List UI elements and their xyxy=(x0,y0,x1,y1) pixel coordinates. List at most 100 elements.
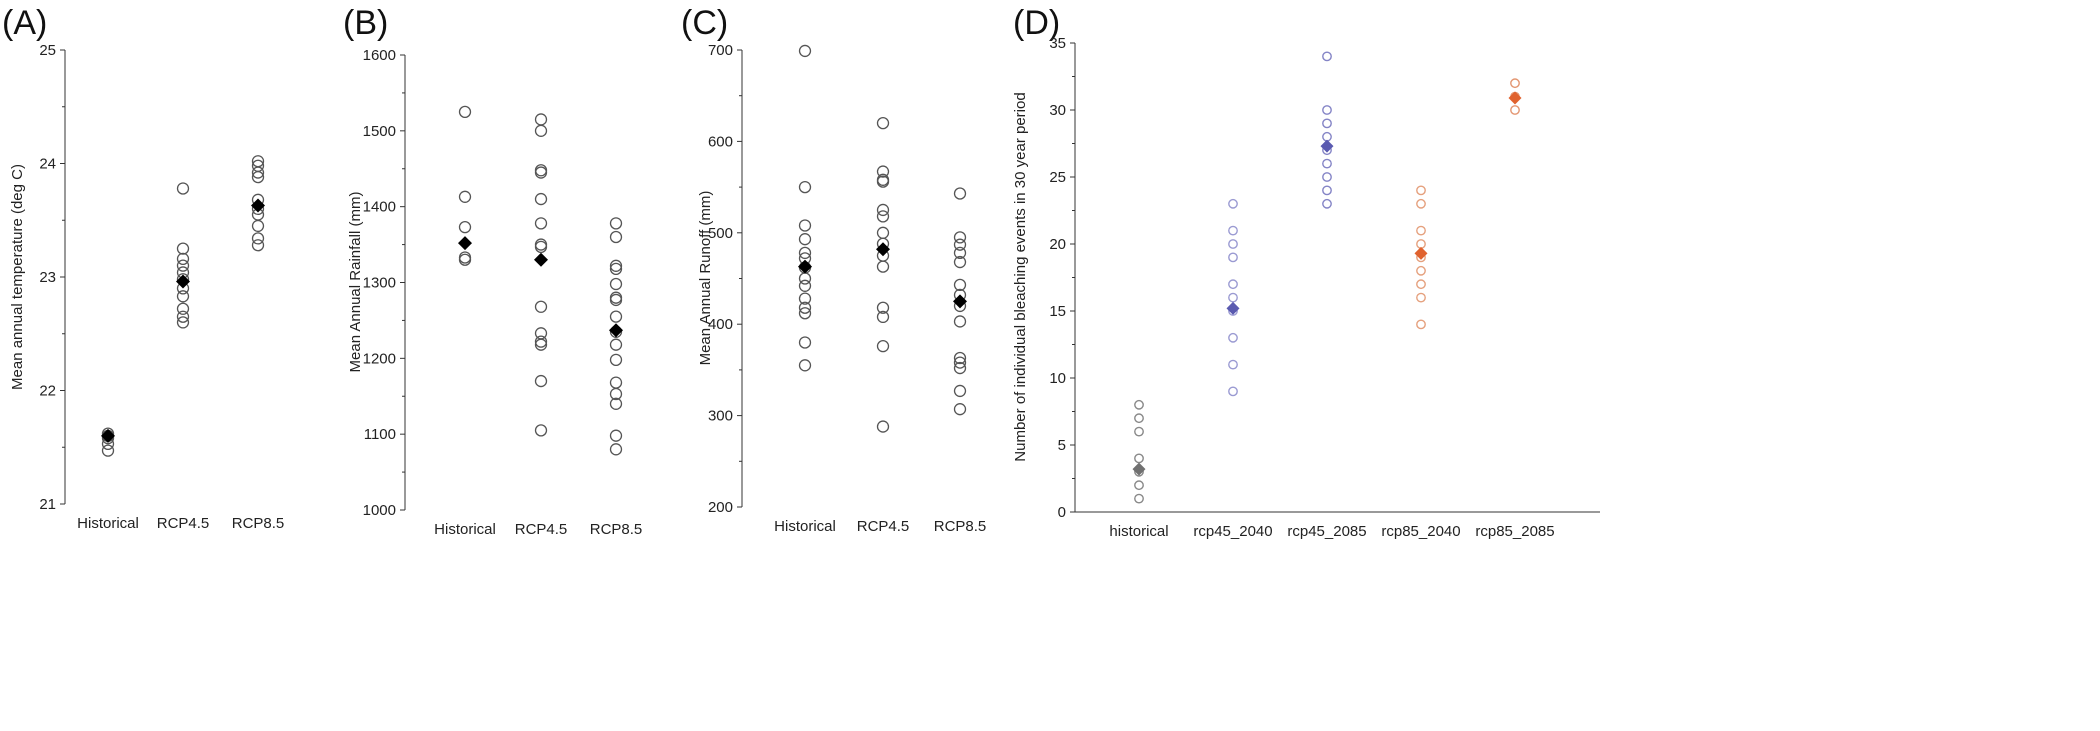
mean-marker xyxy=(1414,246,1428,260)
data-point xyxy=(953,278,967,292)
data-point xyxy=(798,246,812,260)
y-tick-label: 1100 xyxy=(364,426,396,443)
x-category-label: rcp85_2040 xyxy=(1381,523,1460,540)
chart-panel-4: (D) 0 5 10 15 20 25 30 35 Number of individual bl… xyxy=(1012,4,1600,540)
y-axis-label: Mean annual temperature (deg C) xyxy=(9,164,26,390)
x-category-label: rcp85_2085 xyxy=(1475,523,1554,540)
data-point xyxy=(1416,185,1426,196)
data-point xyxy=(953,238,967,251)
chart-panel-3: (C) 200 300 400 500 600 700 Mean Annual Runoff … xyxy=(681,4,986,535)
data-point xyxy=(953,356,967,369)
data-point xyxy=(953,361,967,375)
y-tick-label: 200 xyxy=(708,499,733,516)
data-point xyxy=(1322,118,1332,129)
data-point xyxy=(1510,105,1520,115)
data-point xyxy=(876,260,890,273)
data-point xyxy=(1228,239,1238,249)
data-point xyxy=(609,277,623,291)
data-point xyxy=(609,262,623,276)
data-point xyxy=(458,251,472,264)
data-point xyxy=(1134,493,1144,504)
data-point xyxy=(609,259,623,272)
data-point xyxy=(953,403,967,416)
data-point xyxy=(1134,413,1144,424)
data-point xyxy=(1228,359,1238,370)
y-axis-label: Mean Annual Runoff (mm) xyxy=(697,191,714,366)
data-point xyxy=(1322,51,1332,62)
data-point xyxy=(534,164,548,177)
y-tick-label: 20 xyxy=(1049,236,1066,253)
data-point xyxy=(1228,279,1238,290)
data-point xyxy=(609,429,623,442)
data-point xyxy=(1322,105,1332,115)
y-tick-label: 300 xyxy=(708,408,733,425)
data-point xyxy=(534,424,548,437)
data-point xyxy=(798,180,812,194)
y-tick-label: 30 xyxy=(1049,102,1066,119)
y-tick-label: 10 xyxy=(1049,370,1066,387)
y-tick-label: 400 xyxy=(708,316,733,333)
x-category-label: rcp45_2040 xyxy=(1193,523,1272,540)
data-point xyxy=(1416,225,1426,236)
data-point xyxy=(534,335,548,348)
data-point xyxy=(458,190,472,203)
data-point xyxy=(876,339,890,353)
data-point xyxy=(1228,386,1238,397)
data-point xyxy=(876,420,890,433)
y-tick-label: 1200 xyxy=(363,350,396,367)
mean-marker xyxy=(176,274,190,289)
data-point xyxy=(609,353,623,367)
mean-marker xyxy=(251,198,265,213)
data-point xyxy=(534,374,548,388)
data-point xyxy=(798,292,812,305)
panel-label: (A) xyxy=(2,4,47,42)
data-point xyxy=(534,238,548,251)
data-point xyxy=(876,310,890,324)
data-point xyxy=(1134,426,1144,437)
data-point xyxy=(176,182,190,195)
data-point xyxy=(176,242,190,255)
mean-marker xyxy=(876,242,890,257)
data-point xyxy=(876,210,890,223)
x-category-label: RCP4.5 xyxy=(157,515,210,532)
data-point xyxy=(609,230,623,244)
mean-marker xyxy=(534,252,548,267)
data-point xyxy=(609,338,623,351)
data-point xyxy=(251,219,265,233)
y-tick-label: 22 xyxy=(39,383,56,400)
data-point xyxy=(798,219,812,232)
data-point xyxy=(953,246,967,260)
x-category-label: RCP4.5 xyxy=(857,518,910,535)
data-point xyxy=(798,336,812,349)
data-point xyxy=(798,272,812,285)
data-point xyxy=(609,310,623,323)
data-point xyxy=(534,192,548,206)
mean-marker xyxy=(458,236,472,251)
data-point xyxy=(953,384,967,398)
data-point xyxy=(1416,279,1426,290)
data-point xyxy=(1228,292,1238,303)
y-tick-label: 0 xyxy=(1058,504,1066,521)
data-point xyxy=(798,233,812,246)
data-point xyxy=(1510,78,1520,89)
data-point xyxy=(534,124,548,137)
data-point xyxy=(876,203,890,217)
data-point xyxy=(1134,399,1144,410)
data-point xyxy=(1134,453,1144,464)
data-point xyxy=(251,155,265,168)
chart-panel-2: (B) 1000 1100 1200 1300 1400 1500 1600 Mean Annu… xyxy=(343,4,642,538)
y-axis-label: Number of individual bleaching events in… xyxy=(1012,92,1029,461)
data-point xyxy=(609,291,623,304)
data-point xyxy=(176,290,190,303)
mean-marker xyxy=(798,259,812,274)
data-point xyxy=(1322,185,1332,196)
y-axis-label: Mean Annual Rainfall (mm) xyxy=(347,192,364,373)
y-tick-label: 25 xyxy=(1049,169,1066,186)
data-point xyxy=(798,279,812,292)
y-tick-label: 25 xyxy=(39,42,56,59)
data-point xyxy=(609,443,623,456)
panel-label: (C) xyxy=(681,4,728,42)
data-point xyxy=(458,220,472,234)
data-point xyxy=(1416,292,1426,303)
data-point xyxy=(609,217,623,230)
